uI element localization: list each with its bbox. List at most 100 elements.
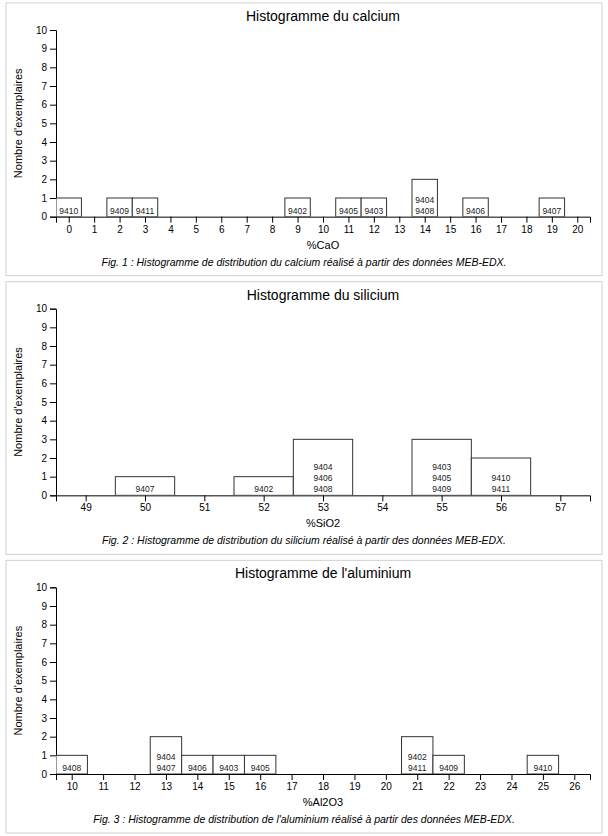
panel-frame [6, 560, 602, 833]
x-tick-label: 19 [349, 781, 361, 792]
x-tick-label: 9 [295, 224, 301, 235]
y-tick-mark [50, 123, 56, 124]
y-tick-label: 9 [41, 322, 47, 333]
y-tick-mark [50, 67, 56, 68]
x-tick-mark [501, 217, 502, 223]
bar [527, 755, 558, 774]
x-tick-label: 20 [572, 224, 584, 235]
x-axis-line [57, 217, 591, 223]
y-tick-mark [50, 606, 56, 607]
bar-labels: 9410940994119402940594039404940894069407 [59, 195, 561, 216]
x-tick-mark [382, 495, 383, 501]
x-tick: 15 [445, 217, 457, 235]
bar-label: 9403 [219, 763, 238, 773]
bar-label: 9406 [314, 473, 333, 483]
x-tick: 16 [255, 774, 267, 792]
y-tick: 10 [36, 303, 56, 314]
x-tick-label: 8 [270, 224, 276, 235]
x-tick-mark [577, 217, 578, 223]
bar [539, 198, 564, 217]
x-tick-mark [196, 217, 197, 223]
x-tick-mark [298, 217, 299, 223]
x-tick: 0 [66, 217, 72, 235]
y-tick: 1 [41, 750, 56, 761]
x-tick: 54 [377, 495, 389, 513]
x-tick-label: 17 [496, 224, 508, 235]
x-tick-label: 20 [381, 781, 393, 792]
x-tick-mark [552, 217, 553, 223]
x-tick-label: 11 [98, 781, 109, 792]
x-tick: 49 [81, 495, 93, 513]
y-tick-mark [50, 681, 56, 682]
x-tick-label: 50 [140, 502, 152, 513]
bar-label: 9408 [62, 763, 81, 773]
x-axis-title: %Al2O3 [303, 796, 343, 808]
x-tick: 56 [496, 495, 508, 513]
x-tick: 11 [98, 774, 109, 792]
x-tick-label: 5 [194, 224, 200, 235]
x-tick-label: 53 [318, 502, 330, 513]
x-tick-mark [526, 217, 527, 223]
x-tick-mark [197, 774, 198, 780]
y-tick-label: 7 [41, 638, 47, 649]
bar-labels: 9407940294049406940894039405940994109411 [136, 462, 511, 494]
bar-label: 9405 [339, 206, 358, 216]
x-tick: 19 [547, 217, 559, 235]
x-tick-mark [260, 774, 261, 780]
x-tick-label: 14 [420, 224, 432, 235]
x-tick-label: 15 [224, 781, 236, 792]
bar-label: 9410 [492, 473, 511, 483]
x-tick-mark [323, 217, 324, 223]
x-tick-label: 12 [129, 781, 141, 792]
y-tick-label: 0 [41, 211, 47, 222]
y-tick-mark [50, 402, 56, 403]
x-tick-mark [221, 217, 222, 223]
bar-label: 9408 [415, 206, 434, 216]
y-tick: 2 [41, 174, 56, 185]
y-tick-label: 2 [41, 174, 47, 185]
x-tick-mark [354, 774, 355, 780]
x-tick-mark [264, 495, 265, 501]
x-tick-label: 13 [161, 781, 173, 792]
x-tick-mark [166, 774, 167, 780]
y-tick-label: 8 [41, 62, 47, 73]
y-tick-label: 5 [41, 397, 47, 408]
x-tick-mark [374, 217, 375, 223]
x-tick-label: 10 [67, 781, 79, 792]
bar-label: 9406 [466, 206, 485, 216]
y-tick-mark [50, 699, 56, 700]
x-tick: 13 [394, 217, 406, 235]
x-axis-title: %CaO [307, 239, 340, 251]
x-tick-label: 14 [192, 781, 204, 792]
x-tick: 55 [437, 495, 449, 513]
bar-label: 9409 [110, 206, 129, 216]
y-tick-mark [50, 346, 56, 347]
x-tick-label: 26 [569, 781, 581, 792]
x-tick: 13 [161, 774, 173, 792]
x-tick: 14 [192, 774, 204, 792]
bar-label: 9411 [136, 206, 155, 216]
x-tick: 12 [129, 774, 141, 792]
x-tick-label: 11 [344, 224, 355, 235]
x-tick: 24 [506, 774, 518, 792]
x-tick-mark [501, 495, 502, 501]
x-tick-label: 23 [475, 781, 487, 792]
x-tick: 23 [475, 774, 487, 792]
panel: 1011121314151617181920212223242526012345… [6, 560, 602, 833]
x-tick: 1 [92, 217, 98, 235]
y-tick: 8 [41, 619, 56, 630]
x-tick-label: 18 [318, 781, 330, 792]
y-tick-mark [50, 327, 56, 328]
x-tick-label: 22 [444, 781, 456, 792]
x-tick-label: 52 [259, 502, 271, 513]
y-tick-mark [50, 625, 56, 626]
chart-root: 0123456789101112131415161718192001234567… [0, 0, 608, 836]
x-axis-line [57, 496, 591, 502]
y-tick: 1 [41, 471, 56, 482]
y-tick-mark [50, 421, 56, 422]
y-tick: 9 [41, 43, 56, 54]
x-tick-mark [272, 217, 273, 223]
x-tick: 18 [318, 774, 330, 792]
x-tick-label: 54 [377, 502, 389, 513]
x-tick-mark [103, 774, 104, 780]
